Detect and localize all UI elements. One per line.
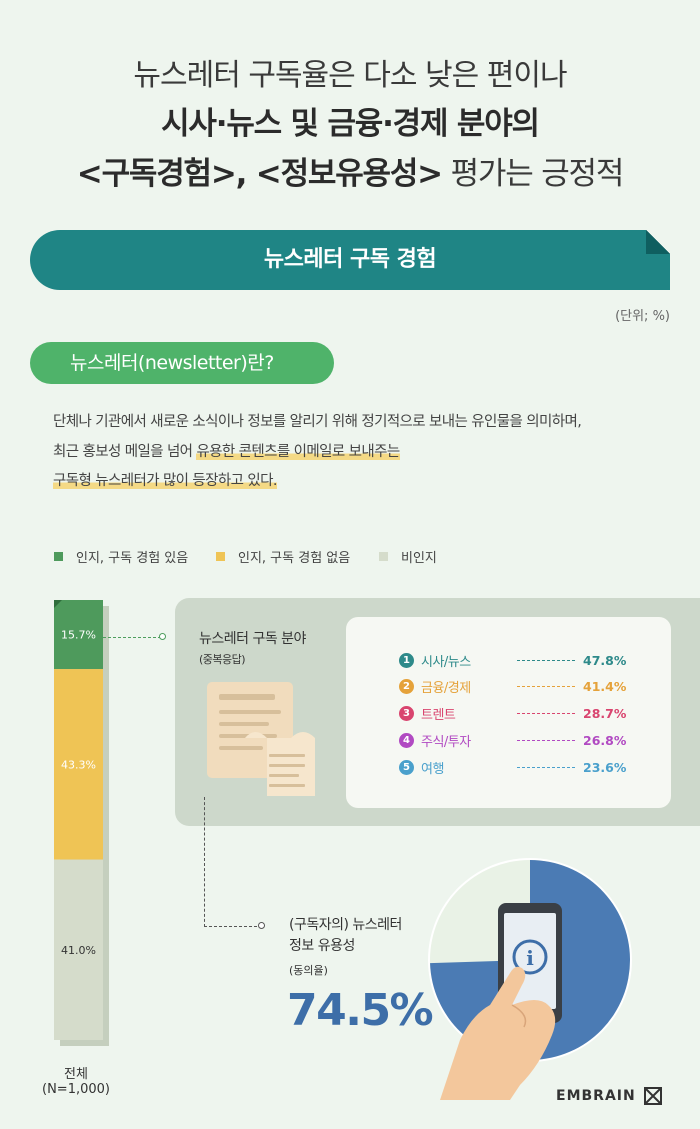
brand-logo-icon bbox=[643, 1087, 662, 1105]
bar-corner bbox=[54, 600, 62, 608]
legend-swatch bbox=[379, 552, 388, 561]
legend-swatch bbox=[54, 552, 63, 561]
bar-segment-1 bbox=[54, 600, 103, 670]
headline-line2: 시사·뉴스 및 금융·경제 분야의 bbox=[161, 106, 540, 142]
section-title: 뉴스레터 구독 경험 bbox=[263, 247, 437, 272]
total-n-label: (N=1,000) bbox=[42, 1082, 110, 1097]
rank-item-5: 5 여행 23.6% bbox=[399, 757, 629, 777]
fields-title: 뉴스레터 구독 분야 bbox=[199, 631, 306, 647]
usefulness-value: 74.5% bbox=[287, 985, 434, 1036]
connector-dot bbox=[159, 633, 166, 640]
usefulness-title: (구독자의) 뉴스레터 정보 유용성 bbox=[289, 917, 402, 954]
legend-item-aware-not-subscribed: 인지, 구독 경험 없음 bbox=[216, 547, 350, 566]
fields-subtitle: (중복응답) bbox=[199, 653, 246, 666]
usefulness-pie-chart: i bbox=[428, 858, 632, 1100]
connector-dot-2 bbox=[258, 922, 265, 929]
bar-segment-label-3: 41.0% bbox=[61, 944, 96, 957]
usefulness-subtitle: (동의율) bbox=[289, 964, 328, 977]
definition-title: 뉴스레터(newsletter)란? bbox=[30, 342, 334, 384]
section-banner bbox=[30, 230, 670, 290]
banner-fold bbox=[646, 230, 670, 254]
document-icon bbox=[207, 682, 315, 796]
legend-swatch bbox=[216, 552, 225, 561]
definition-line1: 단체나 기관에서 새로운 소식이나 정보를 알리기 위해 정기적으로 보내는 유… bbox=[53, 414, 582, 430]
rank-item-1: 1 시사/뉴스 47.8% bbox=[399, 650, 629, 670]
rank-item-3: 3 트렌트 28.7% bbox=[399, 703, 629, 723]
brand-logo: EMBRAIN bbox=[556, 1087, 662, 1105]
headline-line1: 뉴스레터 구독율은 다소 낮은 편이나 bbox=[133, 58, 567, 93]
bar-segment-2 bbox=[54, 669, 103, 860]
unit-label: (단위; %) bbox=[615, 309, 670, 324]
svg-text:i: i bbox=[526, 946, 534, 970]
definition-line3: 구독형 뉴스레터가 많이 등장하고 있다. bbox=[53, 473, 277, 489]
stacked-bar-chart: 15.7% 43.3% 41.0% bbox=[54, 600, 109, 1046]
bar-segment-3 bbox=[54, 859, 103, 1040]
connector-line bbox=[103, 637, 161, 638]
bar-segment-label-2: 43.3% bbox=[61, 758, 96, 771]
headline-line3: <구독경험>, <정보유용성> 평가는 긍정적 bbox=[76, 156, 625, 192]
hand-icon bbox=[440, 966, 556, 1100]
bar-segment-label-1: 15.7% bbox=[61, 629, 96, 642]
legend-item-aware-subscribed: 인지, 구독 경험 있음 bbox=[54, 547, 188, 566]
definition-line2: 최근 홍보성 메일을 넘어 유용한 콘텐츠를 이메일로 보내주는 bbox=[53, 444, 400, 460]
total-label: 전체 bbox=[64, 1067, 88, 1082]
legend-item-unaware: 비인지 bbox=[379, 547, 437, 566]
rank-item-2: 2 금융/경제 41.4% bbox=[399, 676, 629, 696]
rank-item-4: 4 주식/투자 26.8% bbox=[399, 730, 629, 750]
connector-line-horizontal bbox=[204, 926, 262, 927]
connector-line-vertical bbox=[204, 797, 205, 927]
